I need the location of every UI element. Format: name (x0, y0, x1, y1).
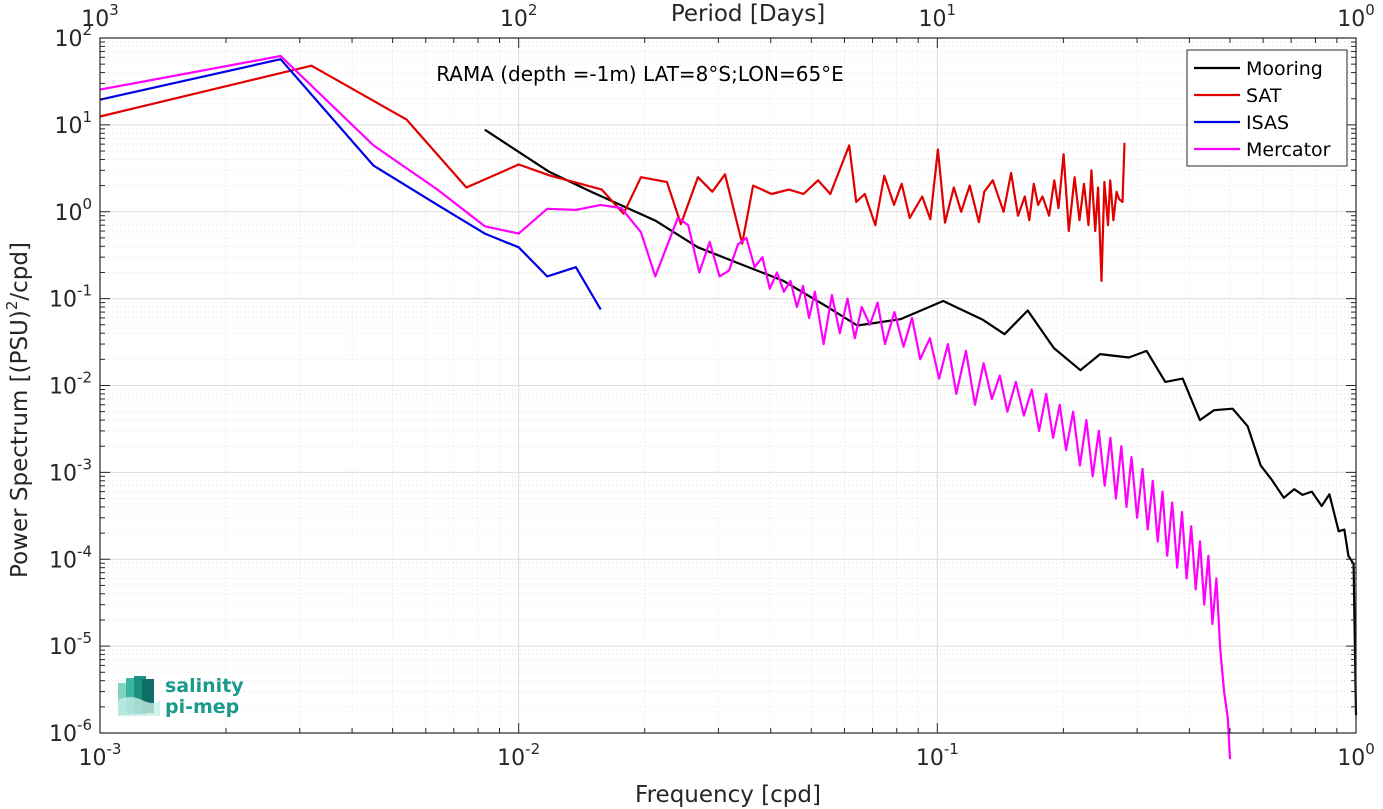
y-tick-label: 10-1 (49, 282, 92, 313)
legend-label-isas: ISAS (1246, 112, 1289, 134)
y-tick-label: 10-6 (49, 716, 92, 747)
y-tick-label: 10-5 (49, 629, 92, 660)
y-tick-label: 10-4 (49, 542, 92, 573)
legend-box (1186, 49, 1348, 167)
x2-tick-label: 102 (500, 1, 538, 32)
y-axis-label: Power Spectrum [(PSU)2/cpd] (3, 242, 33, 578)
series-line-isas (99, 58, 602, 311)
legend-label-sat: SAT (1246, 85, 1282, 107)
axis-ticks (99, 37, 1357, 734)
svg-text:Power Spectrum [(PSU)2/cpd]: Power Spectrum [(PSU)2/cpd] (3, 242, 33, 578)
x2-tick-label: 101 (919, 1, 957, 32)
top-axis-label: Period [Days] (671, 1, 825, 27)
y-axis-label-sup: 2 (3, 301, 21, 311)
series-line-sat (99, 64, 1126, 282)
grid-major (100, 38, 1356, 733)
series-line-mercator (99, 54, 1232, 760)
chart-title: RAMA (depth =-1m) LAT=8°S;LON=65°E (436, 62, 844, 86)
y-tick-label: 10-2 (49, 369, 92, 400)
series-layer (99, 54, 1358, 760)
x-tick-label: 100 (1337, 740, 1375, 771)
series-line-mooring (484, 128, 1358, 716)
y-axis-label-tail: /cpd] (7, 242, 33, 301)
legend-label-mercator: Mercator (1246, 139, 1331, 161)
y-tick-label: 100 (54, 195, 92, 226)
legend: Mooring SAT ISAS Mercator (1186, 49, 1348, 167)
x2-tick-label: 103 (81, 1, 119, 32)
logo-line1: salinity (165, 675, 244, 697)
x-tick-label: 10-3 (79, 740, 122, 771)
logo-wave (118, 697, 160, 716)
x-tick-label: 10-1 (916, 740, 959, 771)
x-axis-label: Frequency [cpd] (635, 782, 821, 808)
y-axis-label-main: Power Spectrum [(PSU) (7, 310, 33, 578)
x-tick-label: 10-2 (497, 740, 540, 771)
legend-label-mooring: Mooring (1246, 58, 1323, 80)
salinity-pi-mep-logo: salinity pi-mep (118, 675, 244, 718)
x2-tick-label: 100 (1337, 1, 1375, 32)
y-tick-label: 102 (54, 21, 92, 52)
logo-line2: pi-mep (165, 696, 239, 718)
y-tick-label: 101 (54, 108, 92, 139)
y-tick-label: 10-3 (49, 455, 92, 486)
